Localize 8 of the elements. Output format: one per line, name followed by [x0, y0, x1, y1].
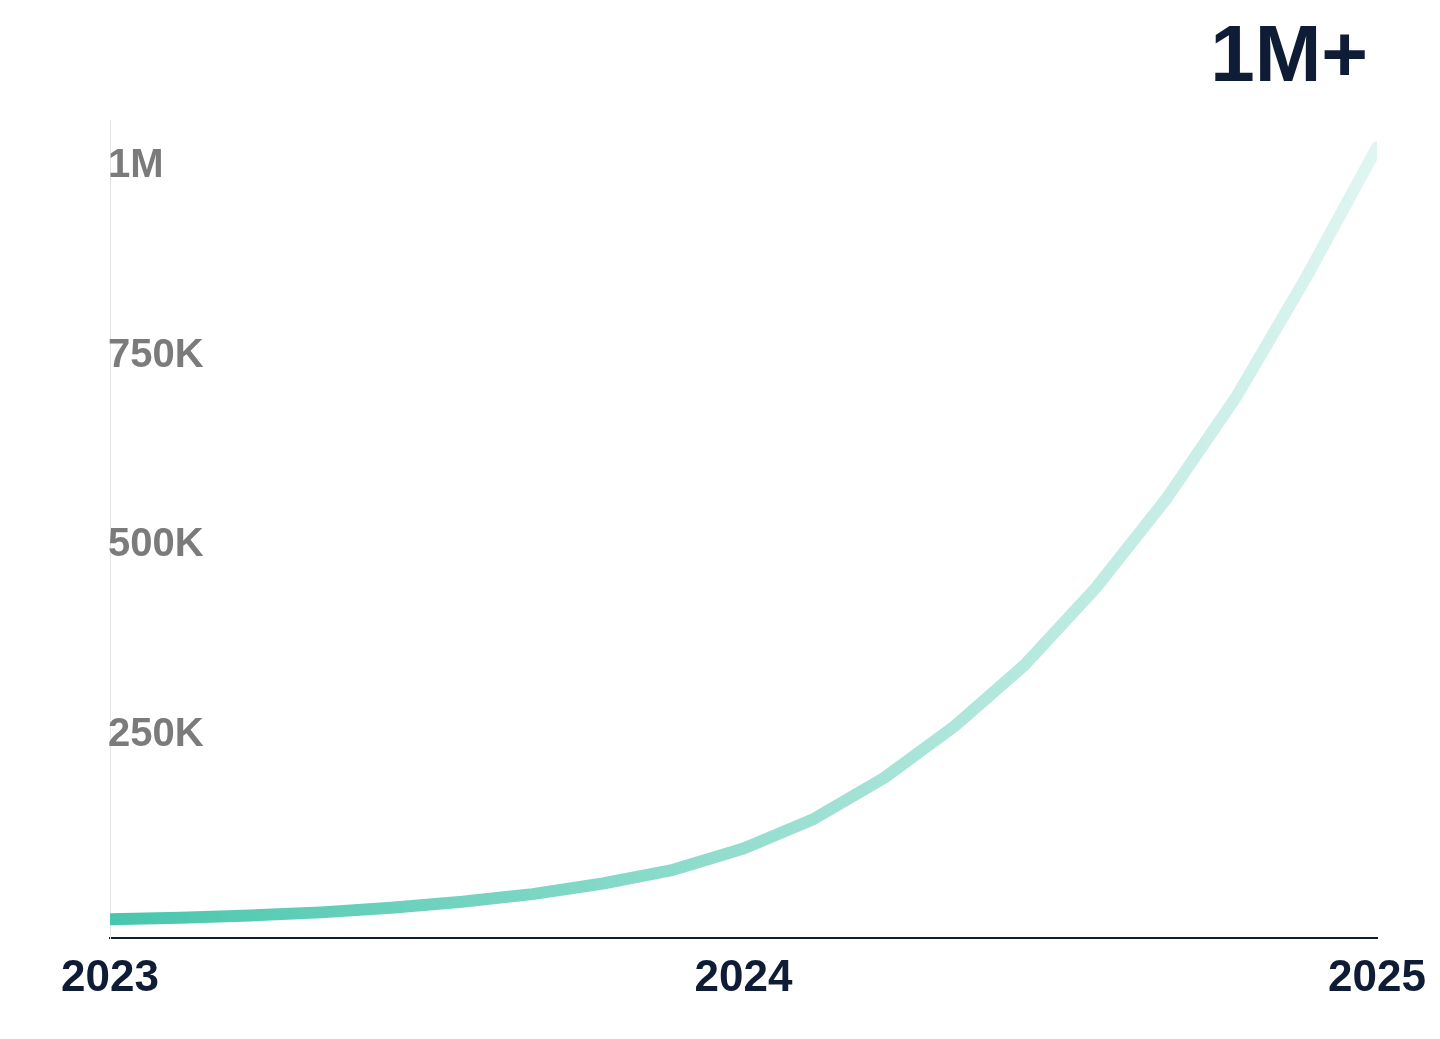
- y-tick-label: 750K: [108, 330, 204, 375]
- x-tick-label: 2023: [61, 950, 159, 1000]
- text: 1M+: [1210, 8, 1368, 100]
- y-tick-label: 1M: [108, 140, 164, 185]
- x-tick-label: 2024: [694, 950, 793, 1000]
- x-tick-label: 2025: [1328, 950, 1426, 1000]
- y-tick-label: 500K: [108, 520, 204, 565]
- y-tick-label: 250K: [108, 710, 204, 755]
